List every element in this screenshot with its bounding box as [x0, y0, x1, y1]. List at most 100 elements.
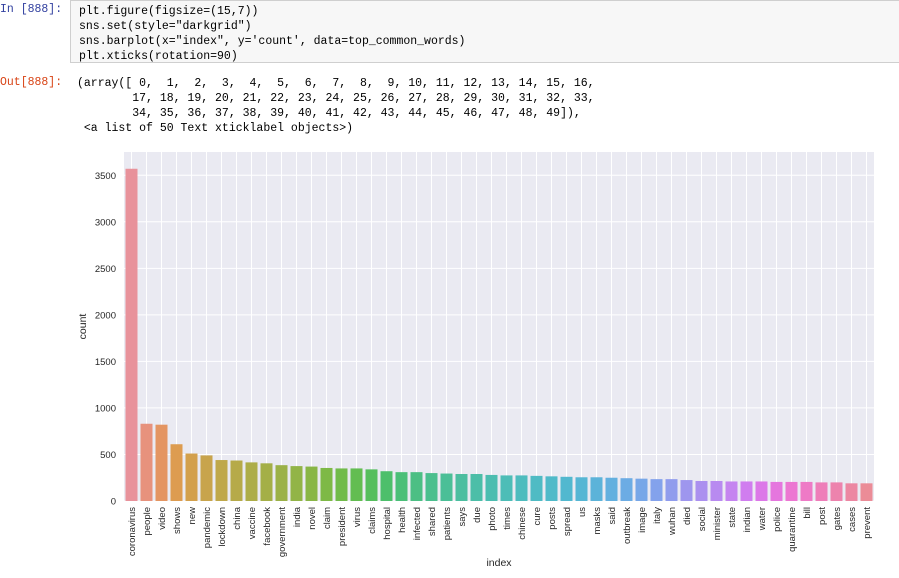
code-editor[interactable]: plt.figure(figsize=(15,7)) sns.set(style… — [79, 4, 465, 64]
bar — [590, 477, 603, 501]
x-tick-label: hospital — [382, 507, 393, 540]
x-tick-label: shows — [172, 507, 183, 534]
x-tick-label: shared — [427, 507, 438, 536]
x-tick-label: us — [577, 507, 588, 517]
bar — [605, 477, 618, 501]
output-line: (array([ 0, 1, 2, 3, 4, 5, 6, 7, 8, 9, 1… — [77, 77, 595, 90]
bar — [560, 476, 573, 501]
bar — [215, 460, 228, 501]
bar — [620, 478, 633, 501]
x-tick-label: gates — [832, 507, 843, 530]
bar — [545, 476, 558, 501]
x-tick-label: water — [757, 507, 768, 531]
x-tick-label: said — [607, 507, 618, 524]
x-tick-label: minister — [712, 507, 723, 540]
bar — [185, 453, 198, 501]
bar — [755, 481, 768, 501]
bar — [650, 479, 663, 501]
y-tick-label: 1500 — [95, 357, 116, 368]
plot-background — [124, 152, 874, 501]
code-cell[interactable]: plt.figure(figsize=(15,7)) sns.set(style… — [70, 0, 899, 63]
x-tick-label: indian — [742, 507, 753, 532]
bar — [515, 475, 528, 501]
x-tick-label: lockdown — [217, 507, 228, 547]
bar — [200, 455, 213, 501]
y-axis-label: count — [77, 314, 89, 340]
bar — [230, 460, 243, 501]
bar — [305, 466, 318, 501]
bar — [455, 474, 468, 501]
bar — [770, 481, 783, 501]
x-tick-label: novel — [307, 507, 318, 530]
code-line: sns.barplot(x="index", y='count', data=t… — [79, 35, 466, 48]
bar — [740, 481, 753, 501]
code-line: plt.figure(figsize=(15,7)) — [79, 5, 259, 18]
x-tick-label: china — [232, 506, 243, 529]
x-tick-label: wuhan — [667, 507, 678, 536]
x-tick-label: police — [772, 507, 783, 532]
x-tick-label: infected — [412, 507, 423, 540]
x-tick-label: times — [502, 507, 513, 530]
bar — [155, 424, 168, 501]
bar — [410, 472, 423, 501]
output-line: 17, 18, 19, 20, 21, 22, 23, 24, 25, 26, … — [77, 92, 595, 105]
code-line: sns.set(style="darkgrid") — [79, 20, 252, 33]
x-tick-label: people — [142, 507, 153, 536]
x-tick-label: facebook — [262, 507, 273, 546]
x-tick-label: due — [472, 507, 483, 523]
code-line: plt.xticks(rotation=90) — [79, 50, 238, 63]
x-tick-label: social — [697, 507, 708, 531]
x-tick-label: masks — [592, 507, 603, 535]
bar — [125, 168, 138, 501]
bar — [845, 483, 858, 501]
x-tick-label: chinese — [517, 507, 528, 540]
input-prompt: In [888]: — [0, 3, 63, 16]
x-tick-label: image — [637, 507, 648, 533]
output-line: <a list of 50 Text xticklabel objects>) — [77, 122, 354, 135]
x-tick-label: patients — [442, 507, 453, 541]
x-tick-label: bill — [802, 507, 813, 519]
bar — [290, 466, 303, 501]
y-tick-label: 3000 — [95, 217, 116, 228]
bar — [695, 480, 708, 501]
x-tick-label: post — [817, 507, 828, 525]
x-tick-label: prevent — [862, 507, 873, 539]
x-tick-label: cases — [847, 507, 858, 532]
bar — [245, 462, 258, 501]
x-tick-label: new — [187, 507, 198, 525]
bar — [140, 423, 153, 501]
y-tick-label: 3500 — [95, 171, 116, 182]
x-tick-label: virus — [352, 507, 363, 527]
bar — [575, 477, 588, 501]
bar — [710, 480, 723, 501]
bar — [320, 467, 333, 501]
bar — [530, 475, 543, 501]
y-tick-label: 2500 — [95, 264, 116, 275]
bar — [335, 468, 348, 501]
y-tick-label: 2000 — [95, 310, 116, 321]
bar — [350, 468, 363, 501]
bar — [485, 474, 498, 501]
x-tick-label: cure — [532, 507, 543, 525]
x-tick-label: pandemic — [202, 507, 213, 548]
bar — [395, 472, 408, 501]
x-tick-label: spread — [562, 507, 573, 536]
bar — [365, 469, 378, 501]
x-tick-label: photo — [487, 507, 498, 531]
bar — [800, 481, 813, 501]
bar-chart: 0 500 1000 1500 2000 2500 3000 3500 coronavirus p… — [77, 152, 874, 569]
y-tick-label: 0 — [111, 497, 116, 508]
bar — [380, 471, 393, 501]
bar — [680, 480, 693, 501]
bar — [500, 475, 513, 501]
bar — [170, 444, 183, 501]
bar — [665, 479, 678, 501]
bar — [815, 482, 828, 501]
x-tick-label: outbreak — [622, 507, 633, 544]
x-tick-label: coronavirus — [127, 507, 138, 556]
bar — [725, 481, 738, 501]
x-tick-label: video — [157, 507, 168, 530]
x-tick-label: state — [727, 507, 738, 528]
x-tick-label: claims — [367, 507, 378, 534]
x-tick-label: vaccine — [247, 507, 258, 539]
